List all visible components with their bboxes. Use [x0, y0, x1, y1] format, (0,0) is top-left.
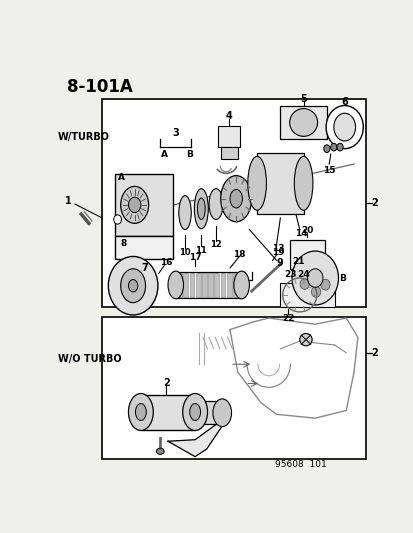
Ellipse shape	[121, 269, 145, 303]
Ellipse shape	[182, 393, 207, 431]
Ellipse shape	[212, 399, 231, 426]
Text: 22: 22	[281, 313, 294, 322]
Text: A: A	[118, 173, 125, 182]
Ellipse shape	[194, 189, 208, 229]
Text: 16: 16	[160, 258, 172, 267]
Ellipse shape	[233, 271, 249, 299]
Bar	[102, 317, 365, 459]
Ellipse shape	[128, 197, 140, 213]
Text: 13: 13	[271, 244, 284, 253]
Text: 4: 4	[225, 111, 232, 122]
Text: 7: 7	[141, 263, 148, 273]
Text: 23: 23	[283, 270, 296, 279]
Ellipse shape	[156, 448, 164, 454]
Bar	[218, 126, 240, 147]
Bar	[102, 99, 365, 306]
Text: 18: 18	[233, 251, 245, 260]
Text: 24: 24	[297, 270, 309, 279]
Bar	[208, 273, 212, 296]
Text: 11: 11	[195, 246, 206, 255]
Ellipse shape	[178, 196, 191, 230]
Text: 8-101A: 8-101A	[67, 78, 133, 96]
Ellipse shape	[330, 143, 336, 151]
Bar	[195, 273, 200, 296]
Text: 1: 1	[65, 196, 72, 206]
Text: 15: 15	[322, 166, 335, 175]
Text: 9: 9	[276, 257, 283, 268]
Text: 21: 21	[291, 257, 304, 266]
Ellipse shape	[299, 334, 311, 346]
Ellipse shape	[311, 286, 320, 297]
Text: 17: 17	[188, 254, 201, 262]
Bar	[290, 239, 325, 269]
Ellipse shape	[299, 279, 309, 289]
Ellipse shape	[289, 109, 317, 136]
Ellipse shape	[168, 271, 183, 299]
Text: 2: 2	[370, 348, 377, 358]
Ellipse shape	[128, 280, 138, 292]
Text: 10: 10	[179, 248, 190, 257]
Text: B: B	[338, 273, 345, 282]
Text: 20: 20	[301, 226, 313, 235]
Bar	[115, 236, 173, 259]
Text: 19: 19	[271, 248, 284, 257]
Bar	[280, 284, 334, 306]
Text: 95608  101: 95608 101	[275, 460, 326, 469]
Ellipse shape	[333, 113, 355, 141]
Bar	[140, 395, 195, 430]
Text: 14: 14	[294, 229, 307, 238]
Bar	[189, 273, 194, 296]
Bar	[202, 273, 206, 296]
Ellipse shape	[294, 156, 312, 210]
Ellipse shape	[135, 403, 146, 421]
Ellipse shape	[220, 175, 251, 222]
Bar	[280, 106, 326, 139]
Ellipse shape	[325, 106, 363, 149]
Bar	[226, 273, 231, 296]
Bar	[183, 273, 188, 296]
Text: 8: 8	[121, 239, 127, 248]
Text: 5: 5	[299, 94, 306, 103]
Text: W/TURBO: W/TURBO	[58, 132, 110, 142]
Text: 3: 3	[172, 128, 179, 138]
Text: 12: 12	[210, 240, 221, 249]
Ellipse shape	[291, 251, 338, 305]
Ellipse shape	[307, 269, 322, 287]
Ellipse shape	[121, 187, 148, 223]
Ellipse shape	[320, 279, 329, 290]
Text: 2: 2	[163, 378, 169, 387]
Bar	[195, 401, 222, 424]
Bar	[220, 273, 225, 296]
Ellipse shape	[323, 145, 329, 152]
Ellipse shape	[336, 143, 342, 151]
Bar	[220, 147, 237, 159]
Ellipse shape	[197, 198, 205, 220]
Bar	[233, 273, 237, 296]
Text: W/O TURBO: W/O TURBO	[58, 354, 121, 364]
Ellipse shape	[247, 156, 266, 210]
Ellipse shape	[209, 189, 223, 220]
Bar	[214, 273, 218, 296]
Ellipse shape	[230, 189, 242, 208]
Polygon shape	[168, 414, 230, 457]
Bar	[115, 174, 173, 236]
Bar	[176, 272, 241, 298]
Text: 2: 2	[370, 198, 377, 207]
Ellipse shape	[189, 403, 200, 421]
Bar	[256, 152, 303, 214]
Bar	[177, 273, 181, 296]
Text: 6: 6	[340, 96, 347, 107]
Ellipse shape	[108, 256, 157, 315]
Text: B: B	[186, 150, 193, 159]
Ellipse shape	[128, 393, 153, 431]
Text: A: A	[160, 150, 167, 159]
Ellipse shape	[114, 215, 121, 224]
